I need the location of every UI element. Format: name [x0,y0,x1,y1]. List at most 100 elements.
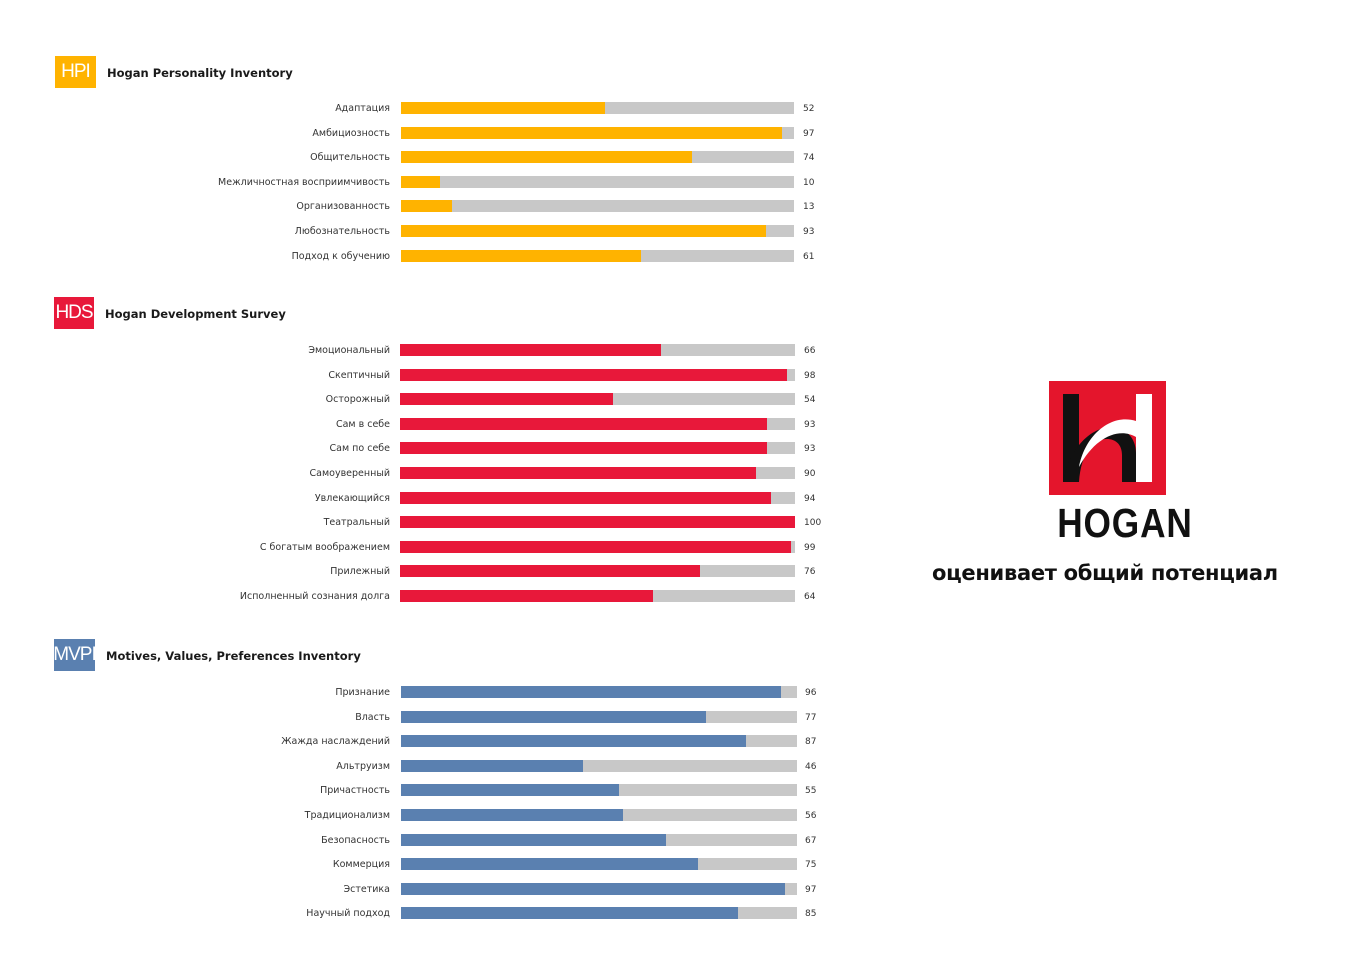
bar-track [401,686,797,698]
bar-track [401,175,794,188]
bar-label: Жажда наслаждений [281,736,390,748]
bar-track [400,417,795,430]
section-title-hpi: Hogan Personality Inventory [107,66,293,80]
bar-fill [401,249,641,262]
bar-value: 77 [805,712,817,723]
bar-value: 90 [804,469,816,479]
bar-value: 97 [805,884,817,895]
hogan-logo-mark [1049,381,1166,495]
bar-row: Общительность 74 [0,151,900,164]
bar-value: 94 [804,493,816,504]
bar-row: Амбициозность 97 [0,126,900,140]
bar-fill [401,175,441,188]
bar-row: Причастность 55 [0,784,900,797]
bar-row: Научный подход 85 [0,907,900,920]
bar-label: Самоуверенный [309,468,390,479]
bar-fill [400,565,701,578]
bar-row: Межличностная восприимчивость 10 [0,175,900,189]
bar-label: Признание [335,687,390,698]
bar-row: Любознательность 93 [0,225,900,238]
bar-row: Коммерция 75 [0,858,900,871]
bar-track [401,784,797,797]
bar-track [400,393,795,406]
bar-row: Традиционализм 56 [0,809,900,822]
bar-fill [400,368,788,381]
bar-fill [400,417,768,430]
bar-row: Эстетика 97 [0,882,900,896]
bar-row: Эмоциональный 66 [0,344,900,357]
bar-fill [400,540,792,553]
bar-row: Адаптация 52 [0,102,900,115]
bar-fill [401,126,783,139]
bar-label: Общительность [310,152,390,164]
bar-fill [401,686,782,698]
bar-fill [401,710,706,723]
bar-fill [401,151,692,164]
hogan-wordmark: HOGAN [1057,500,1193,546]
bar-label: Осторожный [325,394,390,406]
bar-label: Эмоциональный [308,345,390,356]
bar-row: Сам по себе 93 [0,442,900,455]
bar-row: Театральный 100 [0,516,900,529]
bar-row: Признание 96 [0,686,900,699]
bar-row: Подход к обучению 61 [0,249,900,263]
bar-value: 66 [804,346,816,356]
bar-label: Амбициозность [312,127,390,139]
bar-track [401,833,797,846]
bar-fill [401,784,619,797]
bar-label: Любознательность [294,226,390,237]
bar-row: Безопасность 67 [0,833,900,847]
bar-row: Увлекающийся 94 [0,491,900,505]
bar-label: Адаптация [335,103,390,114]
bar-track [400,368,795,381]
bar-fill [401,907,738,920]
bar-label: Традиционализм [304,810,390,821]
bar-value: 74 [803,153,815,164]
bar-value: 10 [803,177,815,188]
bar-track [401,151,794,164]
bar-fill [400,393,614,406]
bar-fill [401,735,746,748]
bar-value: 98 [804,370,816,381]
bar-row: Власть 77 [0,710,900,724]
bar-track [400,491,795,504]
bar-fill [401,809,623,821]
bar-label: Межличностная восприимчивость [218,176,390,188]
bar-row: Альтруизм 46 [0,759,900,773]
bar-fill [400,467,756,479]
bar-track [401,759,797,772]
hogan-h-icon [1063,394,1152,482]
bar-track [401,735,797,748]
bar-value: 99 [804,542,816,553]
bar-track [401,710,797,723]
bar-fill [400,590,653,602]
bar-track [400,565,795,578]
bar-value: 64 [804,592,816,602]
bar-track [401,249,794,262]
bar-label: Коммерция [332,859,390,871]
section-title-mvpi: Motives, Values, Preferences Inventory [106,649,361,663]
bar-value: 93 [803,227,815,237]
bar-value: 96 [805,688,817,698]
bar-value: 76 [804,567,816,578]
bar-value: 46 [805,761,817,772]
bar-label: Власть [355,711,390,723]
bar-fill [401,200,453,213]
bar-row: Осторожный 54 [0,393,900,406]
bar-track [400,540,795,553]
bar-label: С богатым воображением [259,541,390,553]
bar-value: 61 [803,251,815,262]
bar-value: 56 [805,811,817,821]
bar-value: 93 [804,444,816,455]
bar-fill [401,759,584,772]
bar-row: Организованность 13 [0,200,900,213]
bar-fill [400,442,768,455]
bar-label: Причастность [320,785,390,797]
bar-track [401,809,797,821]
bar-label: Эстетика [343,883,390,895]
section-badge-mvpi: MVPI [53,639,97,671]
section-badge-hpi: HPI [55,56,96,88]
bar-value: 13 [803,202,815,213]
bar-label: Увлекающийся [314,492,390,504]
hogan-logo [1049,381,1166,495]
